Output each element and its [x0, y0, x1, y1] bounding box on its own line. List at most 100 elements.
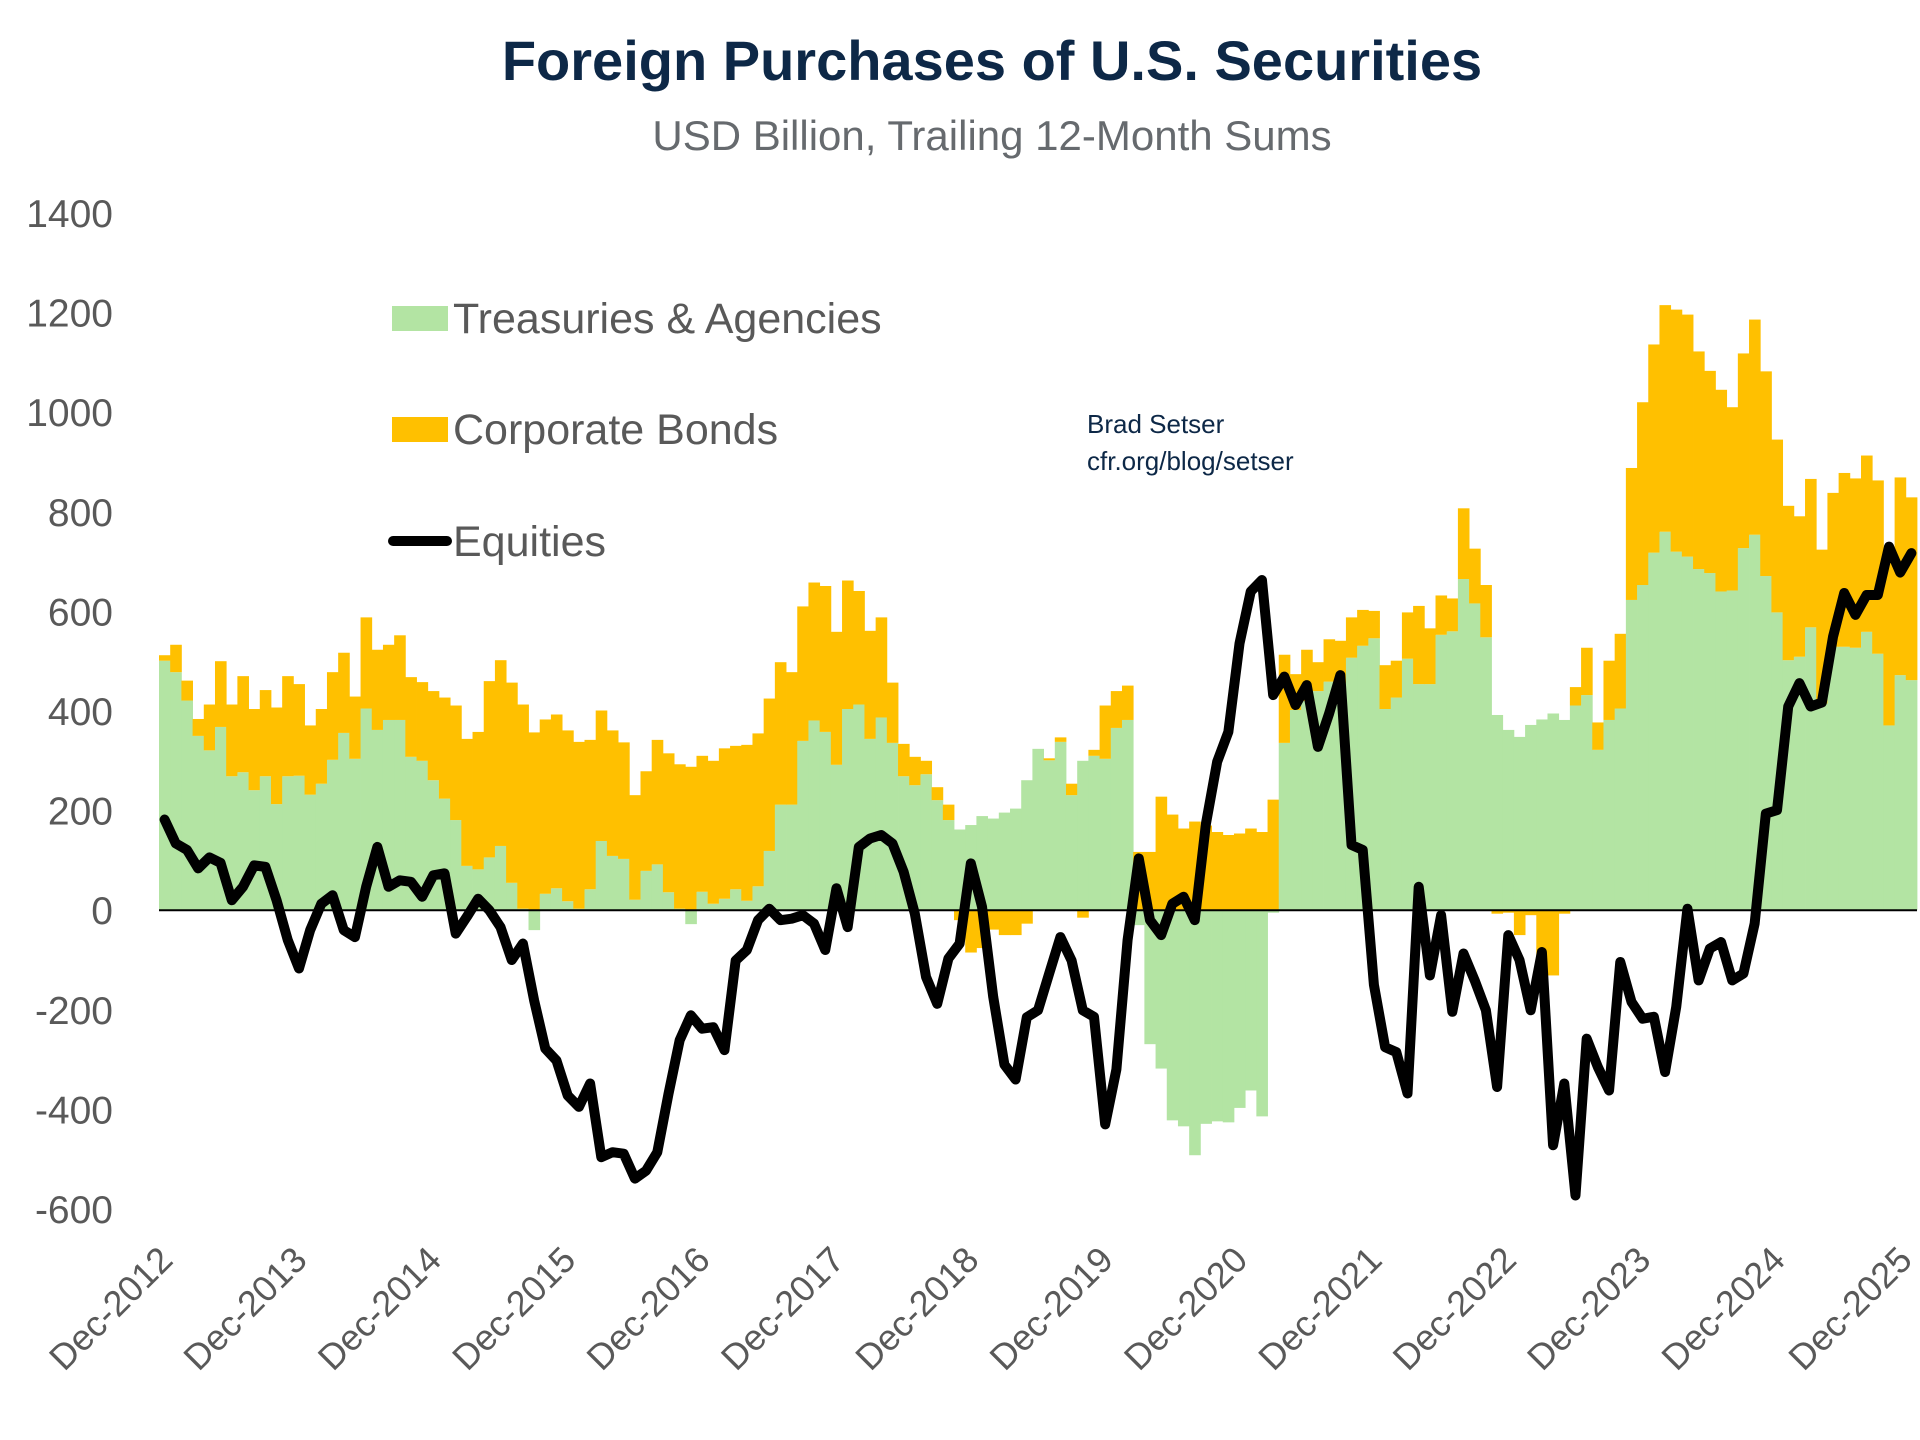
bar-corporate-bonds [1693, 351, 1705, 570]
bar-corporate-bonds [1357, 609, 1369, 646]
bar-corporate-bonds [842, 580, 854, 709]
bar-treasuries-agencies [427, 780, 440, 911]
bar-treasuries-agencies [1558, 719, 1571, 911]
x-tick-label: Dec-2014 [310, 1239, 449, 1378]
bar-treasuries-agencies [1289, 710, 1302, 911]
bar-corporate-bonds [1480, 585, 1492, 638]
bar-treasuries-agencies [685, 910, 697, 925]
bar-treasuries-agencies [886, 742, 899, 911]
bar-treasuries-agencies [741, 900, 753, 911]
source-annotation: Brad Setser cfr.org/blog/setser [1087, 409, 1294, 476]
bar-corporate-bonds [1166, 814, 1179, 911]
bar-corporate-bonds [1155, 796, 1168, 911]
bar-treasuries-agencies [1905, 680, 1918, 911]
bar-corporate-bonds [1648, 344, 1660, 553]
bar-corporate-bonds [629, 795, 641, 900]
bar-treasuries-agencies [976, 816, 989, 911]
bar-corporate-bonds [864, 630, 877, 739]
bar-corporate-bonds [909, 756, 921, 786]
chart-title: Foreign Purchases of U.S. Securities [502, 29, 1482, 92]
equities-line [159, 541, 1917, 1201]
bar-corporate-bonds [1065, 783, 1078, 796]
y-tick-label: 0 [91, 890, 113, 933]
bar-treasuries-agencies [763, 850, 776, 911]
bar-treasuries-agencies [1032, 748, 1044, 911]
bar-corporate-bonds [763, 698, 776, 851]
bar-treasuries-agencies [853, 704, 865, 911]
bar-treasuries-agencies [181, 700, 193, 911]
bar-corporate-bonds [315, 709, 328, 784]
bar-corporate-bonds [1312, 662, 1324, 692]
bar-corporate-bonds [875, 617, 888, 718]
bar-corporate-bonds [965, 910, 977, 953]
bar-treasuries-agencies [696, 891, 709, 911]
bar-treasuries-agencies [1838, 646, 1851, 911]
bar-corporate-bonds [1726, 407, 1739, 591]
bar-corporate-bonds [237, 676, 249, 773]
bar-treasuries-agencies [1189, 910, 1201, 1156]
bar-corporate-bonds [1088, 749, 1100, 756]
bar-treasuries-agencies [461, 865, 473, 911]
bar-treasuries-agencies [1233, 910, 1246, 1108]
bar-corporate-bonds [931, 787, 944, 801]
bar-treasuries-agencies [1301, 701, 1313, 911]
bar-corporate-bonds [1502, 910, 1515, 913]
bar-corporate-bonds [584, 739, 597, 890]
legend-label-equities: Equities [453, 518, 606, 566]
bar-corporate-bonds [1256, 832, 1268, 911]
bar-treasuries-agencies [808, 720, 821, 911]
bar-corporate-bonds [1760, 371, 1772, 577]
x-tick-label: Dec-2018 [847, 1239, 986, 1378]
bar-corporate-bonds [1211, 832, 1224, 911]
bar-treasuries-agencies [394, 719, 406, 911]
bar-corporate-bonds [1771, 439, 1784, 613]
bar-corporate-bonds [394, 635, 406, 720]
bar-treasuries-agencies [1603, 719, 1616, 911]
bar-treasuries-agencies [931, 800, 944, 911]
bar-treasuries-agencies [1413, 684, 1425, 911]
legend-item-treasuries: Treasuries & Agencies [392, 295, 882, 343]
bar-treasuries-agencies [830, 764, 843, 911]
bar-treasuries-agencies [1121, 719, 1134, 911]
bar-corporate-bonds [1077, 910, 1089, 918]
bar-treasuries-agencies [1424, 684, 1436, 911]
bar-treasuries-agencies [1155, 910, 1168, 1069]
bar-corporate-bonds [1603, 660, 1616, 720]
bar-treasuries-agencies [1200, 910, 1212, 1124]
bar-treasuries-agencies [506, 882, 518, 911]
bar-treasuries-agencies [718, 898, 731, 911]
x-tick-label: Dec-2016 [578, 1239, 717, 1378]
bar-treasuries-agencies [360, 708, 373, 911]
bar-corporate-bonds [1715, 389, 1728, 592]
bar-corporate-bonds [1592, 722, 1604, 750]
bar-corporate-bonds [214, 661, 227, 727]
x-axis: Dec-2012Dec-2013Dec-2014Dec-2015Dec-2016… [41, 1239, 1920, 1378]
bar-corporate-bonds [506, 682, 518, 883]
bar-corporate-bonds [1233, 833, 1246, 911]
bar-corporate-bonds [270, 707, 283, 805]
bar-treasuries-agencies [1334, 683, 1347, 911]
bar-treasuries-agencies [1177, 910, 1190, 1127]
bar-treasuries-agencies [1525, 724, 1537, 911]
bar-corporate-bonds [1099, 705, 1112, 759]
bar-treasuries-agencies [438, 798, 451, 911]
bar-treasuries-agencies [226, 776, 238, 911]
bar-treasuries-agencies [1760, 576, 1772, 911]
bar-corporate-bonds [259, 690, 272, 777]
bar-corporate-bonds [517, 704, 529, 909]
bar-treasuries-agencies [237, 772, 249, 911]
bar-corporate-bonds [405, 677, 417, 757]
bar-corporate-bonds [1513, 910, 1526, 936]
bar-treasuries-agencies [1211, 910, 1224, 1122]
bar-corporate-bonds [730, 745, 742, 890]
bar-treasuries-agencies [338, 732, 350, 911]
bar-corporate-bonds [1413, 605, 1425, 685]
bar-treasuries-agencies [1592, 749, 1604, 911]
bar-treasuries-agencies [293, 775, 305, 911]
bar-corporate-bonds [685, 766, 697, 911]
bar-corporate-bonds [595, 710, 608, 841]
bar-treasuries-agencies [1693, 569, 1705, 911]
legend-swatch-treasuries [392, 306, 448, 331]
bar-corporate-bonds [1536, 910, 1548, 976]
bar-treasuries-agencies [1401, 658, 1414, 911]
